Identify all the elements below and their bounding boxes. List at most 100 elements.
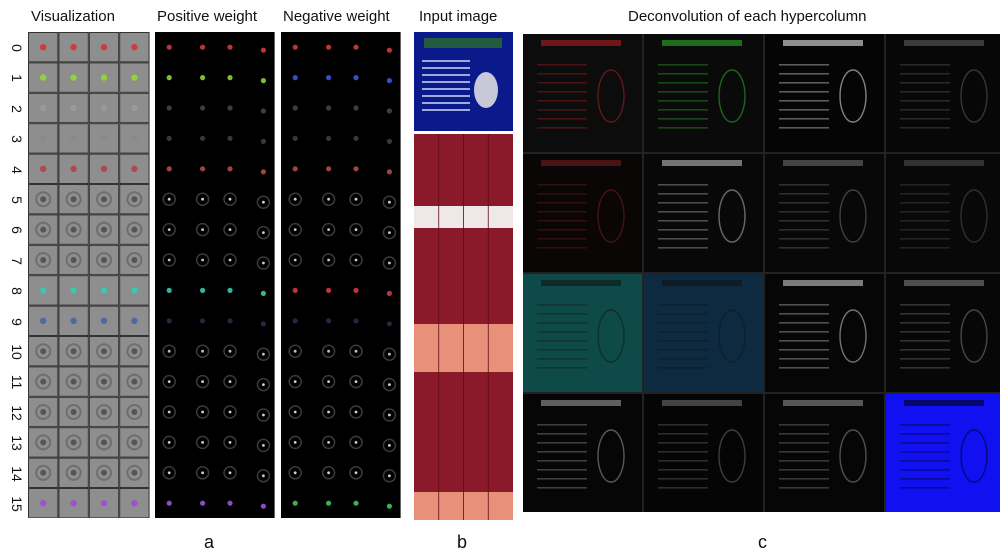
deconv-oval xyxy=(597,429,625,483)
deconv-text-line xyxy=(900,127,950,129)
vis-blob xyxy=(70,317,77,324)
vis-ring xyxy=(35,404,52,420)
weight-dot xyxy=(326,318,332,324)
vis-blob xyxy=(40,287,47,294)
deconv-text-line xyxy=(900,478,950,480)
weight-ring xyxy=(382,347,397,361)
deconv-title xyxy=(662,160,742,166)
negative-weight-svg-bg xyxy=(281,32,401,519)
deconv-text-line xyxy=(537,184,587,186)
deconv-text-line xyxy=(537,82,587,84)
weight-dot xyxy=(166,75,172,81)
weight-dot xyxy=(228,471,232,475)
deconv-text-line xyxy=(658,451,708,453)
deconv-text-line xyxy=(537,433,587,435)
negative-weight-panel xyxy=(281,32,401,519)
weight-ring xyxy=(382,256,397,270)
deconv-text-line xyxy=(537,220,587,222)
vis-blob xyxy=(40,135,47,142)
weight-dot xyxy=(293,410,297,414)
vis-ring xyxy=(65,464,82,481)
deconv-text-line xyxy=(779,331,829,333)
weight-dot xyxy=(354,349,358,353)
deconv-text-line xyxy=(658,91,708,93)
deconv-text-line xyxy=(537,247,587,249)
vis-center xyxy=(131,257,138,263)
deconv-title xyxy=(783,400,863,406)
weight-ring xyxy=(162,222,176,237)
weight-ring xyxy=(195,253,210,267)
deconv-text-line xyxy=(900,238,950,240)
vis-blob xyxy=(100,104,108,112)
weight-ring xyxy=(256,408,271,422)
deconvolution-grid xyxy=(523,34,1000,512)
deconv-text-line xyxy=(779,184,829,186)
deconv-text-line xyxy=(900,451,950,453)
deconv-text-line xyxy=(658,460,708,462)
deconv-text-line xyxy=(658,193,708,195)
weight-dot xyxy=(228,349,232,353)
weight-dot xyxy=(326,105,332,111)
input-image-panel xyxy=(414,32,513,520)
deconv-text-line xyxy=(779,211,829,213)
weight-dot xyxy=(228,441,232,444)
vis-blob xyxy=(131,44,138,51)
weight-ring xyxy=(349,253,363,267)
vis-center xyxy=(40,348,47,355)
weight-ring xyxy=(256,256,271,270)
positive-weight-header: Positive weight xyxy=(157,8,258,25)
weight-dot xyxy=(293,197,297,201)
weight-ring xyxy=(349,466,363,480)
poster-text-line xyxy=(422,95,470,97)
deconv-oval xyxy=(839,69,867,123)
weight-dot xyxy=(327,441,330,444)
deconv-text-line xyxy=(537,127,587,129)
deconv-oval xyxy=(960,429,988,483)
deconv-tile xyxy=(523,394,642,512)
sublabel-b: b xyxy=(457,532,468,552)
vis-center xyxy=(101,226,107,233)
deconv-oval xyxy=(718,309,746,363)
row-label-14: 14 xyxy=(9,465,25,482)
poster-text-line xyxy=(422,81,470,83)
weight-dot xyxy=(201,410,204,414)
deconv-text-line xyxy=(537,109,587,111)
weight-dot xyxy=(386,78,392,84)
weight-dot xyxy=(167,410,171,414)
deconv-text-line xyxy=(779,304,829,306)
row-label-1: 1 xyxy=(9,74,25,83)
poster-text-line xyxy=(422,109,470,111)
weight-ring xyxy=(288,435,302,450)
weight-dot xyxy=(388,444,391,447)
vis-center xyxy=(40,257,47,263)
deconv-title xyxy=(783,160,863,166)
vis-blob xyxy=(131,317,138,324)
deconv-text-line xyxy=(900,109,950,111)
vis-blob xyxy=(131,104,138,112)
weight-dot xyxy=(166,318,172,324)
deconv-text-line xyxy=(537,304,587,306)
negative-weight-header: Negative weight xyxy=(283,8,390,25)
row-label-3: 3 xyxy=(9,135,25,144)
deconv-text-line xyxy=(658,313,708,315)
deconv-tile xyxy=(644,394,763,512)
vis-ring xyxy=(96,252,112,268)
deconv-title xyxy=(662,400,742,406)
deconv-text-line xyxy=(537,64,587,66)
weight-dot xyxy=(326,500,332,506)
weight-dot xyxy=(201,228,204,232)
weight-ring xyxy=(223,192,237,206)
weight-dot xyxy=(201,258,204,262)
weight-dot xyxy=(260,108,266,114)
deconv-text-line xyxy=(537,460,587,462)
weight-dot xyxy=(227,287,233,293)
deconv-tile xyxy=(886,34,1000,152)
deconv-text-line xyxy=(658,73,708,75)
deconv-text-line xyxy=(537,358,587,360)
vis-ring xyxy=(35,252,52,268)
deconv-text-line xyxy=(658,478,708,480)
positive-weight-svg-bg xyxy=(155,32,275,519)
deconv-text-line xyxy=(537,469,587,471)
weight-dot xyxy=(388,474,391,478)
deconv-text-line xyxy=(900,100,950,102)
